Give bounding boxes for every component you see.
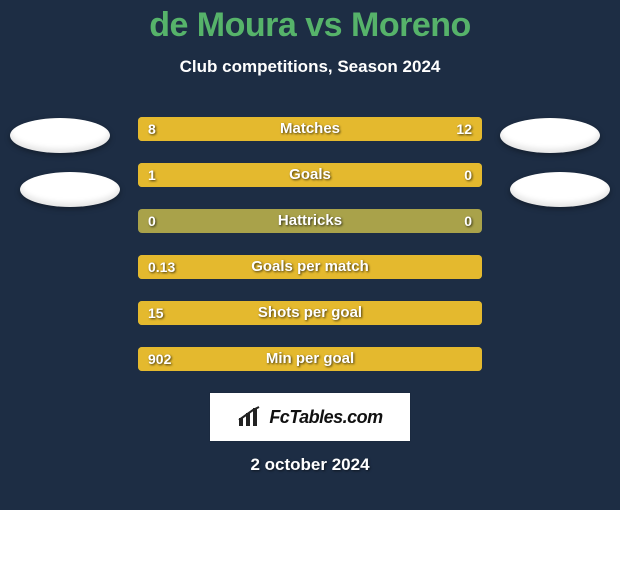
stat-row: Hattricks0 0 (138, 209, 482, 233)
page-title: de Moura vs Moreno (0, 0, 620, 45)
avatar-left-2 (20, 172, 120, 207)
stat-value-right: 0 (464, 209, 472, 233)
comparison-panel: de Moura vs Moreno Club competitions, Se… (0, 0, 620, 510)
stat-value-right: 0 (464, 163, 472, 187)
avatar-right-1 (500, 118, 600, 153)
avatar-right-2 (510, 172, 610, 207)
stat-value-right: 12 (456, 117, 472, 141)
date-label: 2 october 2024 (0, 455, 620, 475)
stat-row: Shots per goal15 (138, 301, 482, 325)
stat-value-left: 0.13 (148, 255, 175, 279)
stat-value-left: 1 (148, 163, 156, 187)
stat-label: Matches (138, 117, 482, 141)
stat-value-left: 8 (148, 117, 156, 141)
stats-container: Matches812Goals10Hattricks00Goals per ma… (138, 117, 482, 371)
brand-text: FcTables.com (269, 407, 382, 428)
stat-label: Hattricks (138, 209, 482, 233)
brand-badge[interactable]: FcTables.com (210, 393, 410, 441)
stat-label: Shots per goal (138, 301, 482, 325)
stat-row: Goals1 0 (138, 163, 482, 187)
stat-label: Min per goal (138, 347, 482, 371)
stat-label: Goals (138, 163, 482, 187)
stat-value-left: 0 (148, 209, 156, 233)
stat-row: Min per goal902 (138, 347, 482, 371)
stat-value-left: 15 (148, 301, 164, 325)
stat-row: Matches8 12 (138, 117, 482, 141)
stat-row: Goals per match0.13 (138, 255, 482, 279)
stat-label: Goals per match (138, 255, 482, 279)
stat-value-left: 902 (148, 347, 171, 371)
page-subtitle: Club competitions, Season 2024 (0, 57, 620, 77)
brand-chart-icon (237, 406, 263, 428)
avatar-left-1 (10, 118, 110, 153)
